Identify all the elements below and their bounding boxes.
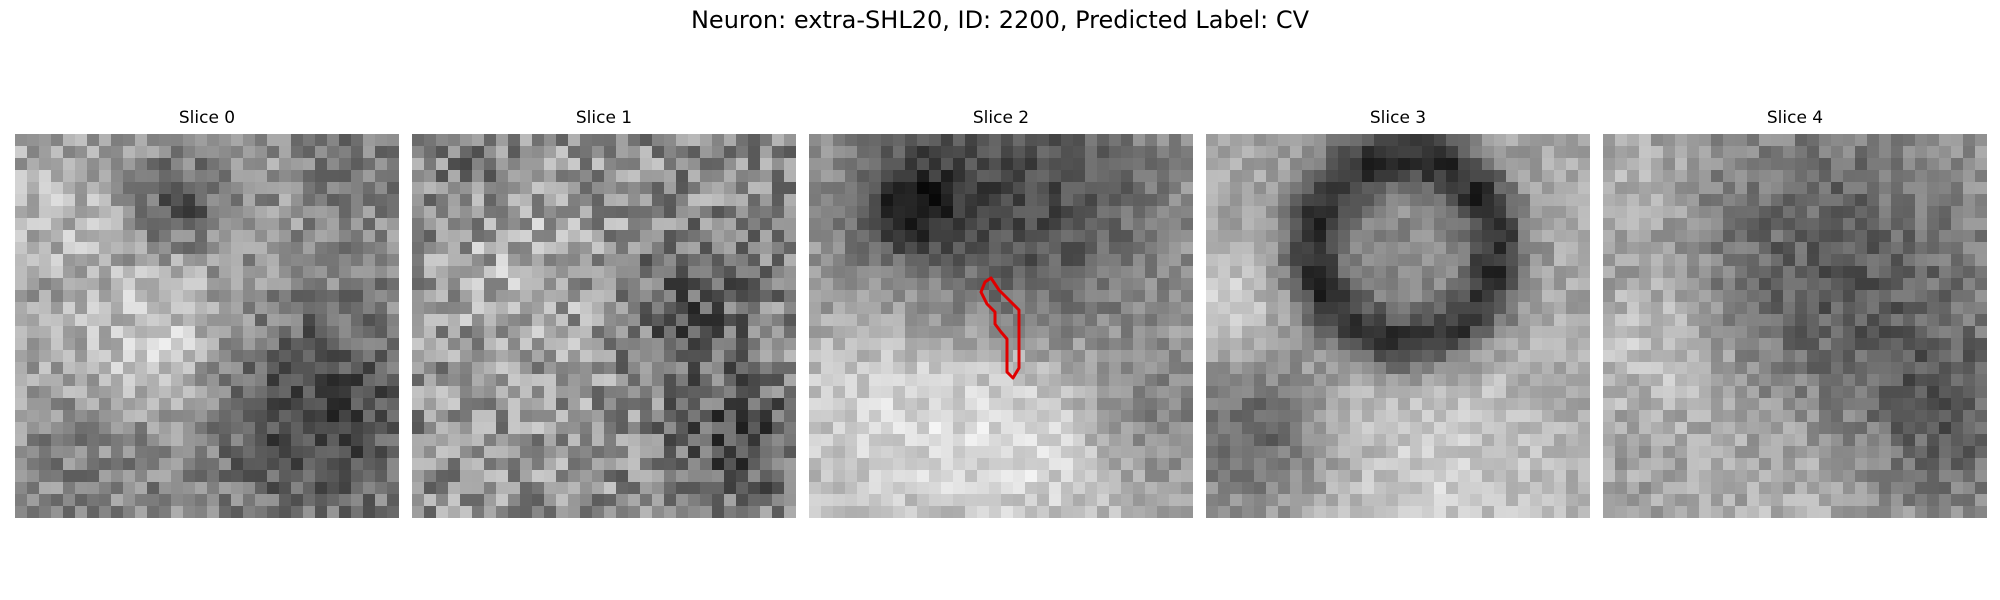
slice-image-4 — [1603, 134, 1987, 518]
neuron-contour — [979, 276, 1021, 380]
slice-title-1: Slice 1 — [575, 108, 633, 128]
slice-image-3 — [1206, 134, 1590, 518]
slice-image-0 — [15, 134, 399, 518]
slice-panel-0: Slice 0 — [15, 108, 399, 522]
slice-panel-3: Slice 3 — [1206, 108, 1590, 522]
figure-title: Neuron: extra-SHL20, ID: 2200, Predicted… — [690, 6, 1310, 34]
slice-panel-1: Slice 1 — [412, 108, 796, 522]
slice-panel-4: Slice 4 — [1603, 108, 1987, 522]
slice-image-1-canvas — [412, 134, 796, 518]
slice-image-0-canvas — [15, 134, 399, 518]
slice-image-4-canvas — [1603, 134, 1987, 518]
slice-title-4: Slice 4 — [1766, 108, 1824, 128]
slice-title-0: Slice 0 — [178, 108, 236, 128]
slice-image-2 — [809, 134, 1193, 518]
slice-image-3-canvas — [1206, 134, 1590, 518]
slice-image-1 — [412, 134, 796, 518]
slice-title-2: Slice 2 — [972, 108, 1030, 128]
slice-title-3: Slice 3 — [1369, 108, 1427, 128]
slice-panel-2: Slice 2 — [809, 108, 1193, 522]
slice-image-2-canvas — [809, 134, 1193, 518]
